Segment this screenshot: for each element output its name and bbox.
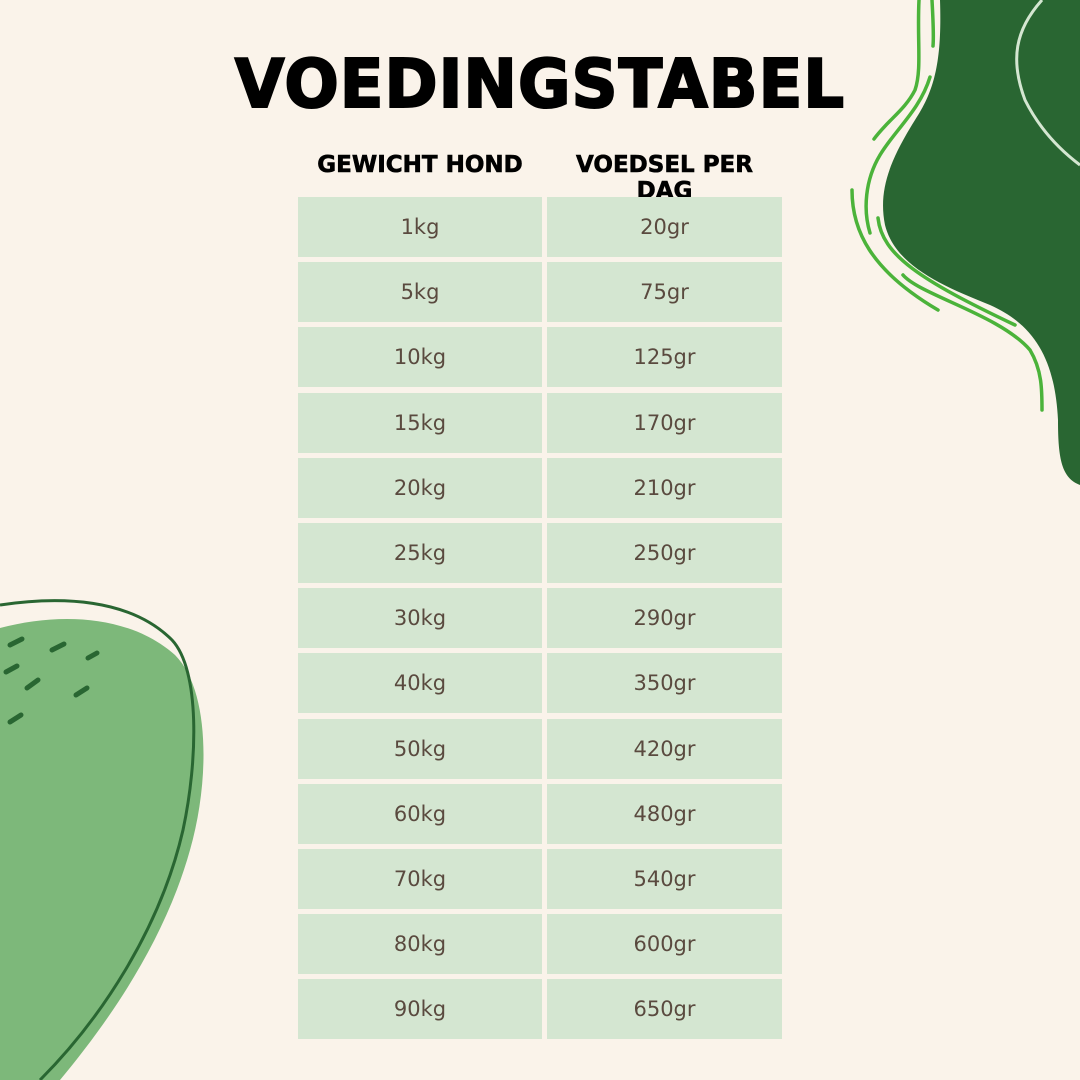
- dog-weight-cell: 20kg: [298, 457, 542, 518]
- food-per-day-cell: 600gr: [547, 914, 782, 975]
- food-per-day-cell: 125gr: [547, 327, 782, 388]
- food-per-day-cell: 350gr: [547, 653, 782, 714]
- bottom-left-blob: [0, 599, 204, 1080]
- food-per-day-cell: 480gr: [547, 783, 782, 844]
- top-right-blob: [850, 0, 1080, 485]
- food-per-day-cell: 290gr: [547, 588, 782, 649]
- food-per-day-cell: 20gr: [547, 197, 782, 257]
- dog-weight-cell: 10kg: [298, 327, 542, 388]
- food-per-day-cell: 170gr: [547, 392, 782, 453]
- food-per-day-cell: 210gr: [547, 457, 782, 518]
- table-row: 70kg 540gr: [298, 848, 782, 909]
- table-row: 30kg 290gr: [298, 588, 782, 649]
- dog-weight-cell: 90kg: [298, 979, 542, 1040]
- food-per-day-cell: 75gr: [547, 262, 782, 323]
- dog-weight-cell: 40kg: [298, 653, 542, 714]
- dog-weight-cell: 1kg: [298, 197, 542, 257]
- table-row: 1kg 20gr: [298, 197, 782, 257]
- dog-weight-cell: 30kg: [298, 588, 542, 649]
- feeding-table: 1kg 20gr 5kg 75gr 10kg 125gr 15kg 170gr 20kg 210g…: [298, 197, 782, 1044]
- dog-weight-cell: 5kg: [298, 262, 542, 323]
- dog-weight-cell: 25kg: [298, 522, 542, 583]
- table-row: 60kg 480gr: [298, 783, 782, 844]
- dog-weight-cell: 15kg: [298, 392, 542, 453]
- dog-weight-cell: 70kg: [298, 848, 542, 909]
- page-title: VOEDINGSTABEL: [234, 45, 846, 125]
- food-per-day-cell: 540gr: [547, 848, 782, 909]
- dog-weight-cell: 60kg: [298, 783, 542, 844]
- table-row: 25kg 250gr: [298, 522, 782, 583]
- food-per-day-cell: 420gr: [547, 718, 782, 779]
- column-header-weight: GEWICHT HOND: [317, 152, 523, 179]
- table-row: 5kg 75gr: [298, 262, 782, 323]
- dog-weight-cell: 80kg: [298, 914, 542, 975]
- food-per-day-cell: 250gr: [547, 522, 782, 583]
- table-row: 40kg 350gr: [298, 653, 782, 714]
- table-row: 50kg 420gr: [298, 718, 782, 779]
- table-row: 80kg 600gr: [298, 914, 782, 975]
- food-per-day-cell: 650gr: [547, 979, 782, 1040]
- table-row: 15kg 170gr: [298, 392, 782, 453]
- table-row: 20kg 210gr: [298, 457, 782, 518]
- dog-weight-cell: 50kg: [298, 718, 542, 779]
- table-row: 90kg 650gr: [298, 979, 782, 1040]
- table-row: 10kg 125gr: [298, 327, 782, 388]
